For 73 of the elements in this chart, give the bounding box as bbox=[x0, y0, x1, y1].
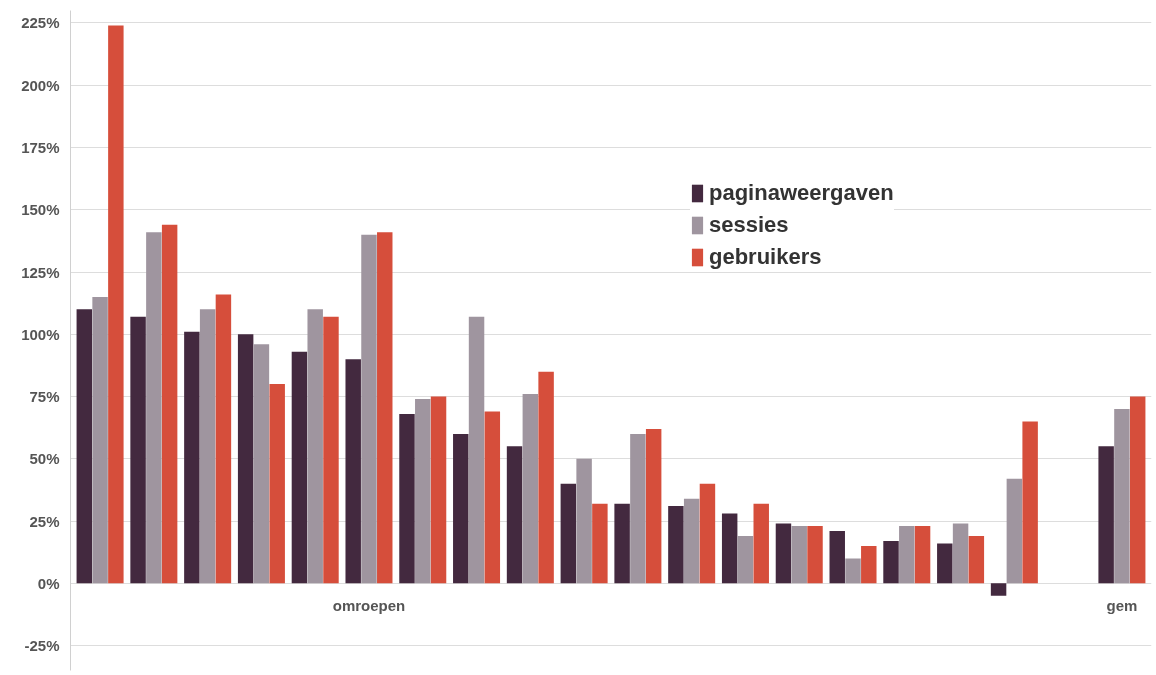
bar bbox=[683, 498, 700, 584]
bar bbox=[184, 331, 200, 584]
bar bbox=[630, 433, 646, 584]
bar bbox=[861, 545, 877, 584]
y-tick-label: -25% bbox=[24, 637, 60, 655]
bar bbox=[721, 513, 738, 584]
bar bbox=[538, 371, 554, 584]
bar bbox=[484, 411, 501, 584]
bar bbox=[92, 296, 108, 584]
bar bbox=[668, 506, 684, 584]
bar bbox=[361, 234, 377, 584]
bar bbox=[269, 384, 285, 584]
y-tick-label: 175% bbox=[21, 138, 60, 156]
bar bbox=[253, 344, 270, 584]
y-tick-label: 100% bbox=[21, 325, 60, 343]
annotation: omroepen bbox=[332, 597, 406, 615]
bar bbox=[645, 428, 662, 584]
y-tick-label: 0% bbox=[37, 574, 60, 592]
bar bbox=[468, 316, 485, 584]
y-tick-label: 50% bbox=[29, 450, 60, 468]
bar bbox=[146, 232, 162, 584]
bar bbox=[1022, 421, 1038, 584]
bar bbox=[753, 503, 769, 584]
bar bbox=[506, 446, 523, 584]
bar bbox=[937, 543, 953, 584]
bar bbox=[990, 583, 1007, 596]
bar bbox=[430, 396, 447, 584]
y-tick-label: 150% bbox=[21, 201, 60, 219]
bar bbox=[775, 523, 792, 584]
y-tick-label: 125% bbox=[21, 263, 60, 281]
bar bbox=[323, 316, 339, 584]
bar bbox=[215, 294, 232, 584]
bar bbox=[1006, 478, 1023, 584]
bar bbox=[914, 526, 931, 584]
y-tick-label: 225% bbox=[21, 14, 60, 32]
bar bbox=[161, 224, 178, 584]
bar bbox=[199, 309, 216, 584]
bar bbox=[952, 523, 969, 584]
bar bbox=[592, 503, 608, 584]
bar bbox=[1129, 396, 1146, 584]
bar bbox=[453, 433, 469, 584]
y-tick-label: 75% bbox=[29, 388, 60, 406]
bar bbox=[560, 483, 577, 584]
bar bbox=[845, 558, 861, 584]
x-tick-label: gem bbox=[1106, 597, 1138, 615]
bar bbox=[968, 536, 985, 584]
legend-label: gebruikers bbox=[709, 244, 822, 270]
bar bbox=[130, 316, 146, 584]
y-tick-label: 25% bbox=[29, 512, 60, 530]
bar bbox=[899, 526, 915, 584]
legend-label: sessies bbox=[709, 212, 789, 238]
bar bbox=[1114, 408, 1130, 584]
bar bbox=[76, 309, 93, 584]
bar bbox=[237, 334, 254, 584]
bar bbox=[415, 399, 431, 584]
bar bbox=[614, 503, 630, 584]
bar bbox=[576, 458, 592, 584]
bar bbox=[883, 540, 899, 584]
bar bbox=[307, 309, 323, 584]
bar bbox=[291, 351, 308, 584]
bar bbox=[737, 536, 754, 584]
bar bbox=[108, 25, 124, 584]
bar bbox=[399, 413, 415, 584]
bar bbox=[699, 483, 716, 584]
legend-label: paginaweergaven bbox=[709, 180, 894, 206]
bar bbox=[807, 526, 823, 584]
bar bbox=[377, 232, 393, 584]
bar bbox=[829, 531, 845, 584]
y-tick-label: 200% bbox=[21, 76, 60, 94]
bar bbox=[1098, 446, 1114, 584]
bar bbox=[522, 394, 539, 584]
bar bbox=[345, 359, 361, 584]
bar bbox=[791, 526, 807, 584]
